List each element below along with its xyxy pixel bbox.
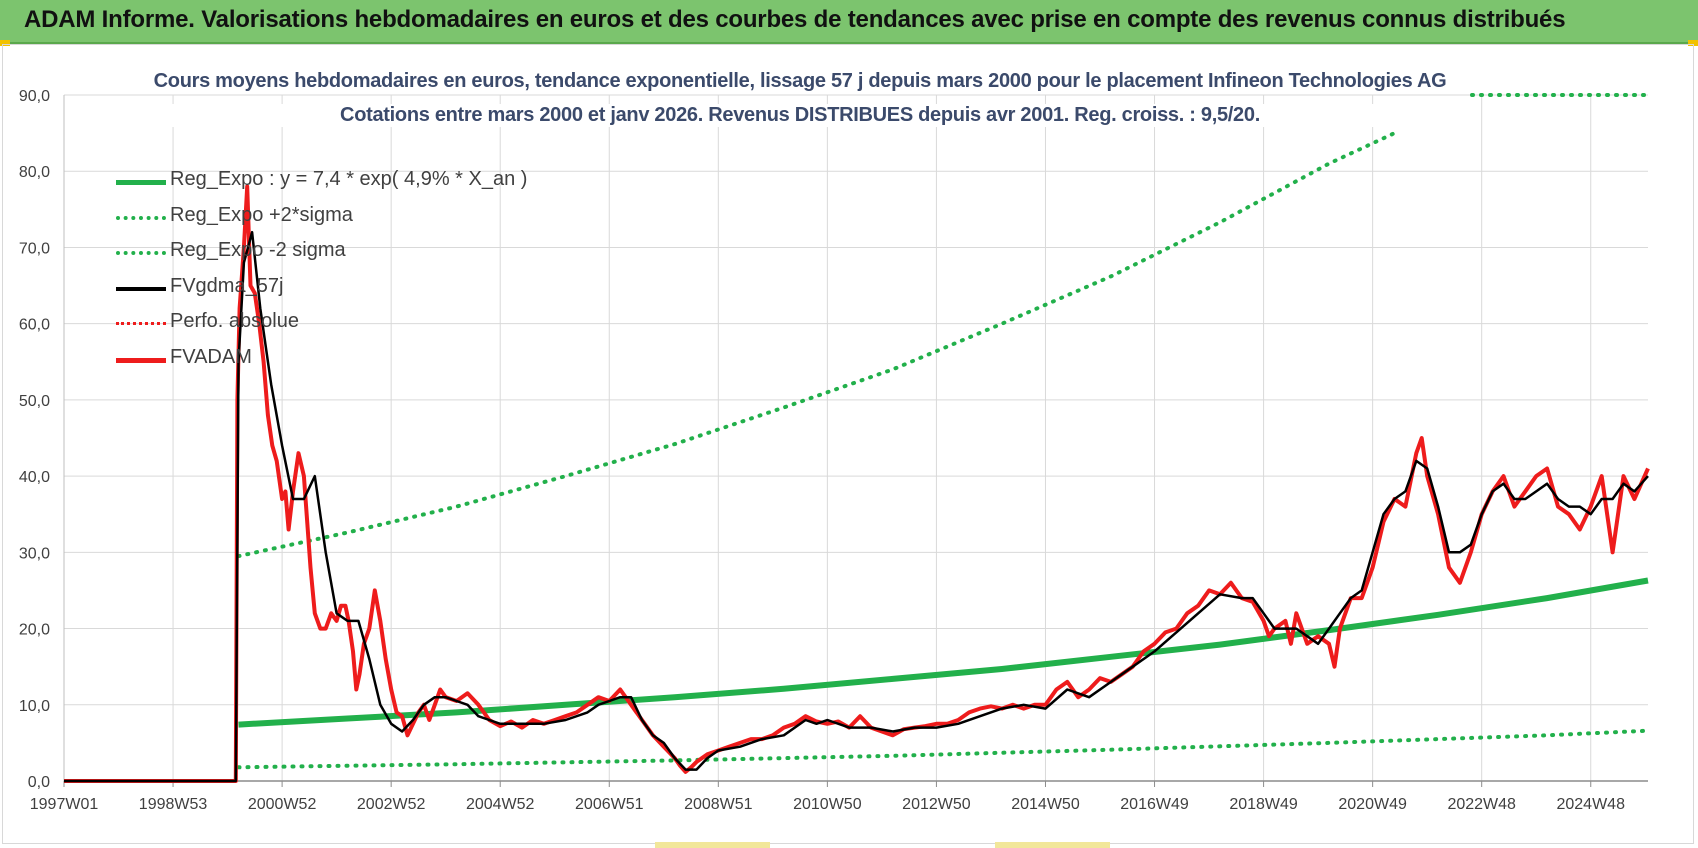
- footer-tab-right: [995, 842, 1110, 848]
- footer-tab-left: [655, 842, 770, 848]
- y-tick-label: 0,0: [28, 774, 50, 791]
- x-tick-label: 2020W49: [1338, 796, 1407, 813]
- legend-swatch-fvgdma: [116, 286, 166, 291]
- series-line-dotted-green: [236, 131, 1397, 559]
- x-tick-label: 2014W50: [1011, 796, 1080, 813]
- x-tick-label: 2004W52: [466, 796, 535, 813]
- legend-swatch-fvadam: [116, 357, 166, 363]
- legend-swatch-reg-expo-minus: [116, 251, 166, 255]
- x-tick-label: 2012W50: [902, 796, 971, 813]
- y-tick-label: 50,0: [19, 393, 50, 410]
- x-tick-label: 2000W52: [248, 796, 317, 813]
- y-tick-label: 70,0: [19, 240, 50, 257]
- y-tick-label: 10,0: [19, 698, 50, 715]
- x-tick-label: 1998W53: [139, 796, 208, 813]
- axes: 0,0 10,0 20,0 30,0 40,0 50,0 60,0 70,0 80,0 90,0 1…: [19, 88, 1648, 813]
- series-line-solid-thick-green: [238, 577, 1649, 728]
- corner-marker-left: [0, 40, 10, 46]
- chart-frame: [2, 44, 1694, 844]
- y-tick-label: 80,0: [19, 164, 50, 181]
- x-tick-label: 2022W48: [1447, 796, 1516, 813]
- series-group: [64, 93, 1650, 783]
- legend-swatch-reg-expo-plus: [116, 215, 166, 220]
- legend-swatch-reg-expo: [116, 180, 166, 185]
- legend-swatch-perfo: [116, 322, 166, 325]
- legend-label-fvadam: FVADAM: [170, 345, 252, 368]
- y-tick-label: 30,0: [19, 545, 50, 562]
- x-tick-label: 2010W50: [793, 796, 862, 813]
- x-tick-label: 2002W52: [357, 796, 426, 813]
- legend-label-fvgdma: FVgdma_57j: [170, 274, 284, 297]
- legend-label-reg-expo: Reg_Expo : y = 7,4 * exp( 4,9% * X_an ): [170, 168, 528, 190]
- x-tick-label: 1997W01: [30, 796, 99, 813]
- x-tick-label: 2024W48: [1556, 796, 1625, 813]
- legend-label-perfo: Perfo. absolue: [170, 310, 299, 332]
- x-tick-label: 2016W49: [1120, 796, 1189, 813]
- x-tick-label: 2008W51: [684, 796, 753, 813]
- series-line-solid-thick-red: [64, 184, 1650, 783]
- chart-title-line1: Cours moyens hebdomadaires en euros, ten…: [150, 70, 1450, 93]
- report-title: ADAM Informe. Valorisations hebdomadaire…: [24, 6, 1566, 33]
- header-banner: ADAM Informe. Valorisations hebdomadaire…: [0, 0, 1698, 44]
- legend-label-reg-expo-minus: Reg_Expo -2 sigma: [170, 239, 346, 261]
- series-line-solid-black: [64, 230, 1649, 783]
- y-tick-label: 90,0: [19, 88, 50, 105]
- series-line-dotted-green: [236, 728, 1650, 770]
- legend-label-reg-expo-plus: Reg_Expo +2*sigma: [170, 203, 353, 226]
- y-tick-label: 40,0: [19, 469, 50, 486]
- chart-title-line2: Cotations entre mars 2000 et janv 2026. …: [150, 104, 1450, 127]
- x-tick-label: 2018W49: [1229, 796, 1298, 813]
- grid: [64, 94, 1648, 781]
- y-tick-label: 20,0: [19, 622, 50, 639]
- corner-marker-right: [1688, 40, 1698, 46]
- y-tick-label: 60,0: [19, 317, 50, 334]
- x-tick-label: 2006W51: [575, 796, 644, 813]
